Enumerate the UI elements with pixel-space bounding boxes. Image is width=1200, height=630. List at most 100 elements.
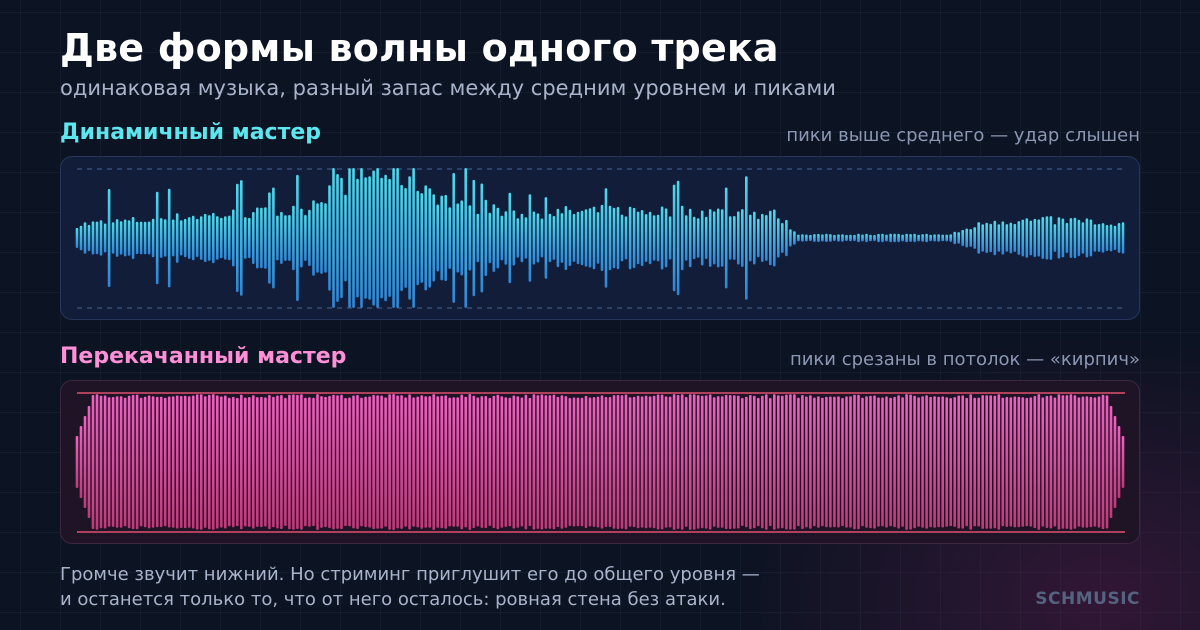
waveform-bar — [608, 205, 612, 271]
waveform-bar — [592, 206, 596, 270]
waveform-bar — [448, 397, 451, 527]
waveform-bar — [588, 208, 592, 268]
waveform-bar — [945, 234, 948, 242]
waveform-bar — [925, 233, 928, 243]
waveform-bar — [191, 215, 195, 261]
waveform-bar — [945, 397, 948, 527]
waveform-bar — [616, 207, 620, 270]
dynamic-waveform-panel — [60, 156, 1140, 320]
waveform-bar — [183, 395, 187, 529]
waveform-bar — [753, 211, 756, 265]
waveform-bar — [745, 176, 748, 300]
waveform-bar — [708, 394, 712, 530]
waveform-bar — [151, 396, 155, 528]
waveform-bar — [985, 395, 988, 529]
waveform-bar — [660, 394, 664, 530]
waveform-bar — [91, 395, 95, 529]
waveform-bar — [917, 397, 920, 527]
waveform-bar — [933, 234, 936, 242]
waveform-bar — [420, 193, 423, 283]
waveform-bar — [881, 397, 884, 527]
waveform-bar — [163, 397, 167, 527]
waveform-bar — [700, 210, 704, 266]
waveform-bar — [404, 188, 407, 288]
waveform-bar — [536, 395, 540, 529]
waveform-bar — [412, 168, 415, 308]
waveform-bar — [1121, 222, 1125, 254]
waveform-bar — [284, 397, 287, 526]
waveform-bar — [773, 394, 776, 530]
waveform-bar — [220, 217, 223, 259]
waveform-bar — [79, 225, 83, 251]
loud-master-label: Перекачанный мастер — [60, 344, 347, 369]
waveform-bar — [444, 395, 447, 529]
waveform-bar — [1101, 223, 1105, 253]
waveform-bar — [276, 395, 279, 529]
waveform-bar — [400, 395, 403, 529]
waveform-bar — [260, 207, 263, 269]
waveform-bar — [564, 396, 568, 528]
waveform-bar — [468, 205, 472, 271]
waveform-bar — [680, 394, 684, 530]
waveform-bar — [524, 394, 528, 530]
waveform-bar — [428, 396, 431, 528]
waveform-bar — [612, 395, 616, 529]
waveform-bar — [216, 216, 219, 260]
waveform-bar — [324, 396, 327, 528]
waveform-bar — [684, 397, 688, 527]
waveform-bar — [869, 395, 872, 529]
waveform-bar — [236, 183, 239, 293]
waveform-bar — [1045, 395, 1049, 528]
waveform-bar — [203, 396, 207, 528]
waveform-bar — [460, 200, 463, 276]
waveform-bar — [256, 207, 259, 269]
waveform-bar — [737, 395, 740, 529]
waveform-bar — [789, 394, 792, 530]
waveform-bar — [688, 208, 692, 268]
waveform-bar — [336, 174, 339, 302]
waveform-bar — [781, 395, 784, 529]
waveform-bar — [111, 397, 115, 527]
waveform-bar — [380, 177, 383, 299]
waveform-bar — [280, 395, 283, 529]
waveform-bar — [115, 219, 119, 257]
waveform-bar — [1049, 395, 1053, 529]
waveform-bar — [897, 395, 900, 529]
waveform-bar — [817, 396, 820, 528]
waveform-bar — [873, 395, 876, 529]
waveform-bar — [252, 212, 255, 265]
waveform-bar — [480, 183, 484, 293]
waveform-bar — [212, 212, 215, 264]
waveform-bar — [720, 396, 724, 528]
waveform-bar — [544, 197, 548, 279]
waveform-bar — [1085, 218, 1089, 258]
waveform-bar — [1085, 396, 1089, 528]
waveform-bar — [292, 205, 295, 271]
waveform-bar — [264, 207, 267, 269]
waveform-bar — [432, 394, 435, 530]
waveform-bar — [624, 394, 628, 530]
waveform-bar — [977, 397, 980, 527]
waveform-bar — [905, 394, 908, 530]
waveform-bar — [1113, 225, 1117, 251]
waveform-bar — [777, 218, 780, 258]
waveform-bar — [753, 395, 756, 529]
waveform-bar — [396, 168, 399, 308]
waveform-bar — [488, 397, 492, 526]
waveform-bar — [252, 395, 255, 529]
waveform-bar — [191, 395, 195, 529]
waveform-bar — [260, 396, 263, 528]
waveform-bar — [332, 168, 335, 308]
waveform-bar — [179, 396, 183, 528]
waveform-bar — [308, 209, 311, 267]
waveform-bar — [664, 396, 668, 528]
waveform-bar — [175, 395, 179, 529]
waveform-bar — [757, 218, 760, 258]
waveform-bar — [504, 397, 508, 527]
waveform-bar — [476, 397, 480, 527]
waveform-bar — [556, 396, 560, 528]
waveform-bar — [416, 190, 419, 286]
waveform-bar — [712, 211, 716, 265]
waveform-bar — [773, 209, 776, 267]
waveform-bar — [1009, 397, 1013, 527]
